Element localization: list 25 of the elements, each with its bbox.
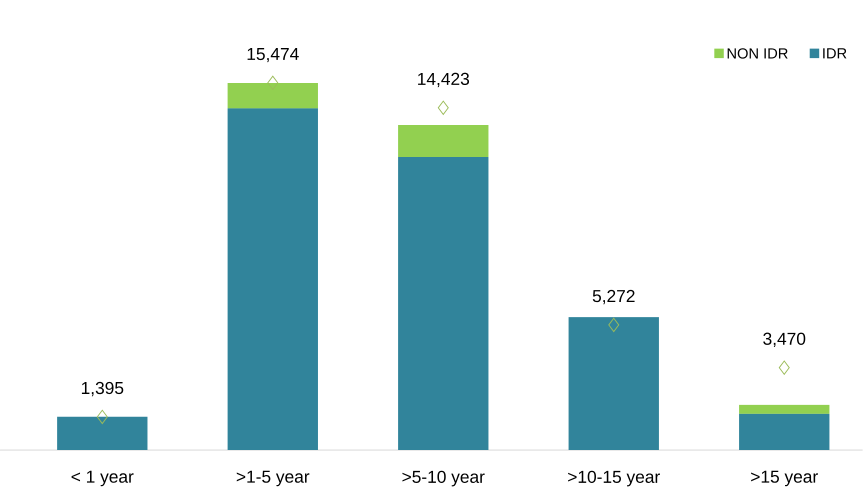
data-label: 5,272	[592, 290, 635, 304]
x-tick-label: >5-10 year	[402, 470, 485, 486]
x-tick-label: >10-15 year	[568, 470, 660, 486]
bar	[228, 108, 318, 450]
bar	[57, 416, 148, 450]
bar	[739, 404, 830, 414]
data-label: 1,395	[82, 382, 124, 396]
point	[267, 76, 278, 90]
x-tick-label: >15 year	[751, 470, 818, 486]
bar	[398, 156, 488, 450]
x-tick-label: >1-5 year	[236, 470, 310, 486]
bar	[398, 124, 488, 157]
bar	[739, 414, 830, 450]
data-label: 14,423	[418, 72, 470, 88]
data-label: 15,474	[248, 48, 299, 62]
point	[96, 410, 108, 424]
bar	[228, 82, 318, 108]
bar	[568, 317, 659, 450]
point	[608, 318, 620, 332]
point	[778, 360, 790, 375]
legend-label: IDR	[823, 48, 846, 58]
point	[438, 100, 449, 115]
x-tick-label: < 1 year	[72, 470, 134, 486]
data-label: 3,470	[763, 332, 806, 347]
legend-label: NON IDR	[728, 48, 788, 59]
